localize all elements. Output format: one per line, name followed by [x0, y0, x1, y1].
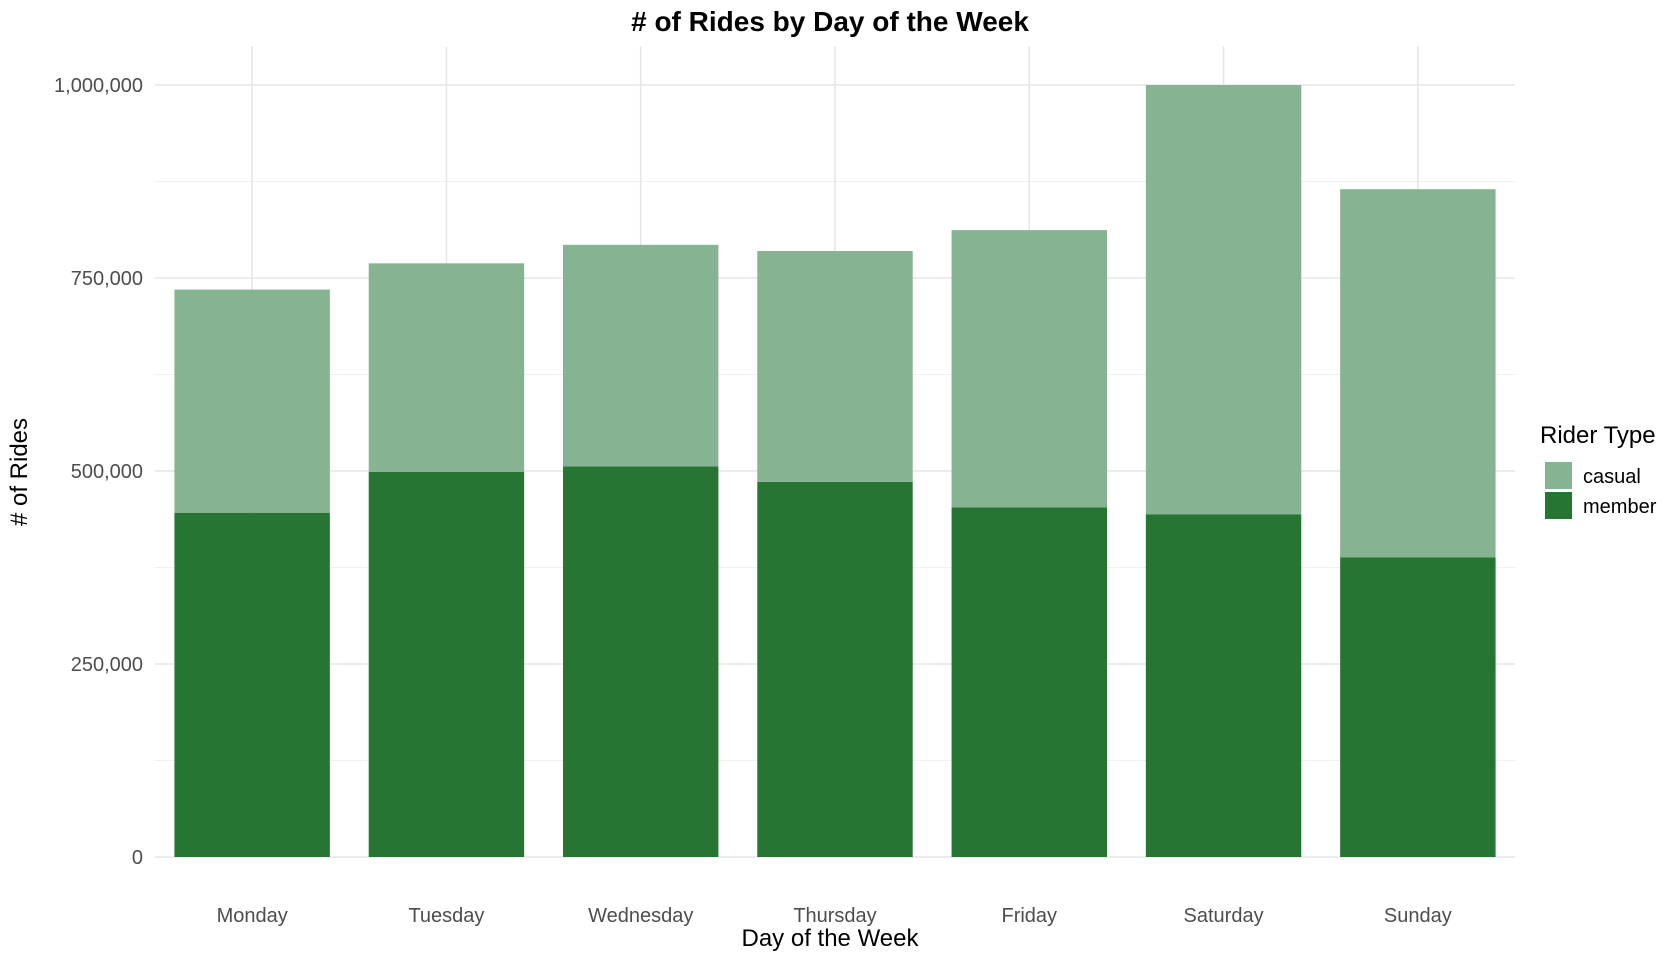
bar-friday-casual	[951, 230, 1107, 508]
y-tick-label: 1,000,000	[54, 75, 143, 97]
legend-title: Rider Type	[1540, 422, 1656, 449]
chart-title: # of Rides by Day of the Week	[631, 6, 1029, 37]
legend-swatch-casual	[1545, 462, 1572, 489]
bar-tuesday-casual	[368, 263, 525, 472]
x-tick-label: Thursday	[793, 905, 876, 927]
y-axis: 0 250,000 500,000 750,000 1,000,000	[54, 75, 143, 869]
bar-thursday-member	[757, 481, 913, 857]
x-tick-label: Tuesday	[408, 905, 484, 927]
y-axis-title: # of Rides	[6, 418, 33, 526]
bar-monday-member	[174, 512, 330, 857]
bar-sunday-casual	[1340, 189, 1496, 558]
x-tick-label: Friday	[1001, 905, 1057, 927]
bar-sunday-member	[1340, 557, 1496, 857]
legend-label-member: member	[1583, 496, 1657, 518]
bars	[174, 85, 1496, 857]
bar-saturday-member	[1145, 514, 1302, 857]
bar-friday-member	[951, 507, 1107, 857]
y-tick-label: 250,000	[71, 654, 143, 676]
y-tick-label: 0	[132, 847, 143, 869]
y-tick-label: 500,000	[71, 461, 143, 483]
legend-swatch-member	[1545, 492, 1572, 519]
x-tick-label: Saturday	[1184, 905, 1264, 927]
x-tick-label: Monday	[217, 905, 288, 927]
y-tick-label: 750,000	[71, 268, 143, 290]
legend-label-casual: casual	[1583, 466, 1641, 488]
bar-monday-casual	[174, 289, 330, 513]
bar-wednesday-casual	[563, 244, 719, 467]
x-tick-label: Wednesday	[588, 905, 693, 927]
x-axis: Monday Tuesday Wednesday Thursday Friday Satu…	[217, 905, 1452, 927]
bar-saturday-casual	[1145, 85, 1302, 515]
x-tick-label: Sunday	[1384, 905, 1452, 927]
x-axis-title: Day of the Week	[742, 925, 920, 952]
bar-wednesday-member	[563, 466, 719, 857]
bar-tuesday-member	[368, 471, 525, 857]
bar-thursday-casual	[757, 250, 913, 482]
legend: Rider Type casual member	[1540, 422, 1657, 519]
